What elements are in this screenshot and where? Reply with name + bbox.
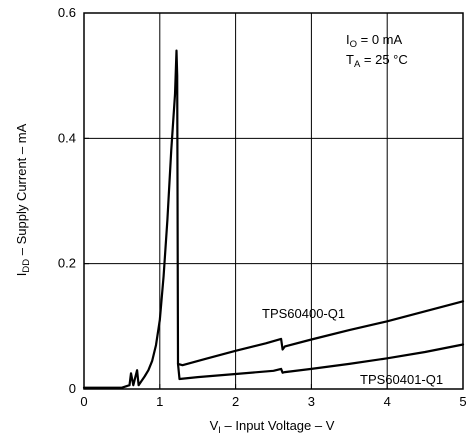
y-tick-label: 0.4 (58, 130, 76, 145)
y-tick-label: 0 (69, 381, 76, 396)
x-tick-label: 4 (384, 394, 391, 409)
y-axis-title: IDD – Supply Current – mA (14, 123, 32, 276)
x-tick-label: 2 (232, 394, 239, 409)
x-axis-title: VI – Input Voltage – V (210, 418, 335, 436)
grid-lines (84, 13, 463, 389)
series-line-tps60401-q1 (176, 343, 465, 381)
condition-ambient-temperature: TA = 25 °C (346, 52, 408, 70)
x-tick-label: 1 (156, 394, 163, 409)
plot-frame (83, 12, 464, 390)
x-tick-label: 3 (308, 394, 315, 409)
series-label-tps60401: TPS60401-Q1 (360, 372, 443, 387)
series-line-tps60400-q1 (82, 49, 465, 389)
x-tick-label: 0 (80, 394, 87, 409)
series-label-tps60400: TPS60400-Q1 (262, 306, 345, 321)
y-tick-label: 0.2 (58, 256, 76, 271)
axis-ticks (83, 12, 464, 390)
series-lines (82, 49, 465, 389)
condition-output-current: IO = 0 mA (346, 32, 403, 50)
y-tick-label: 0.6 (58, 5, 76, 20)
x-tick-label: 5 (459, 394, 466, 409)
